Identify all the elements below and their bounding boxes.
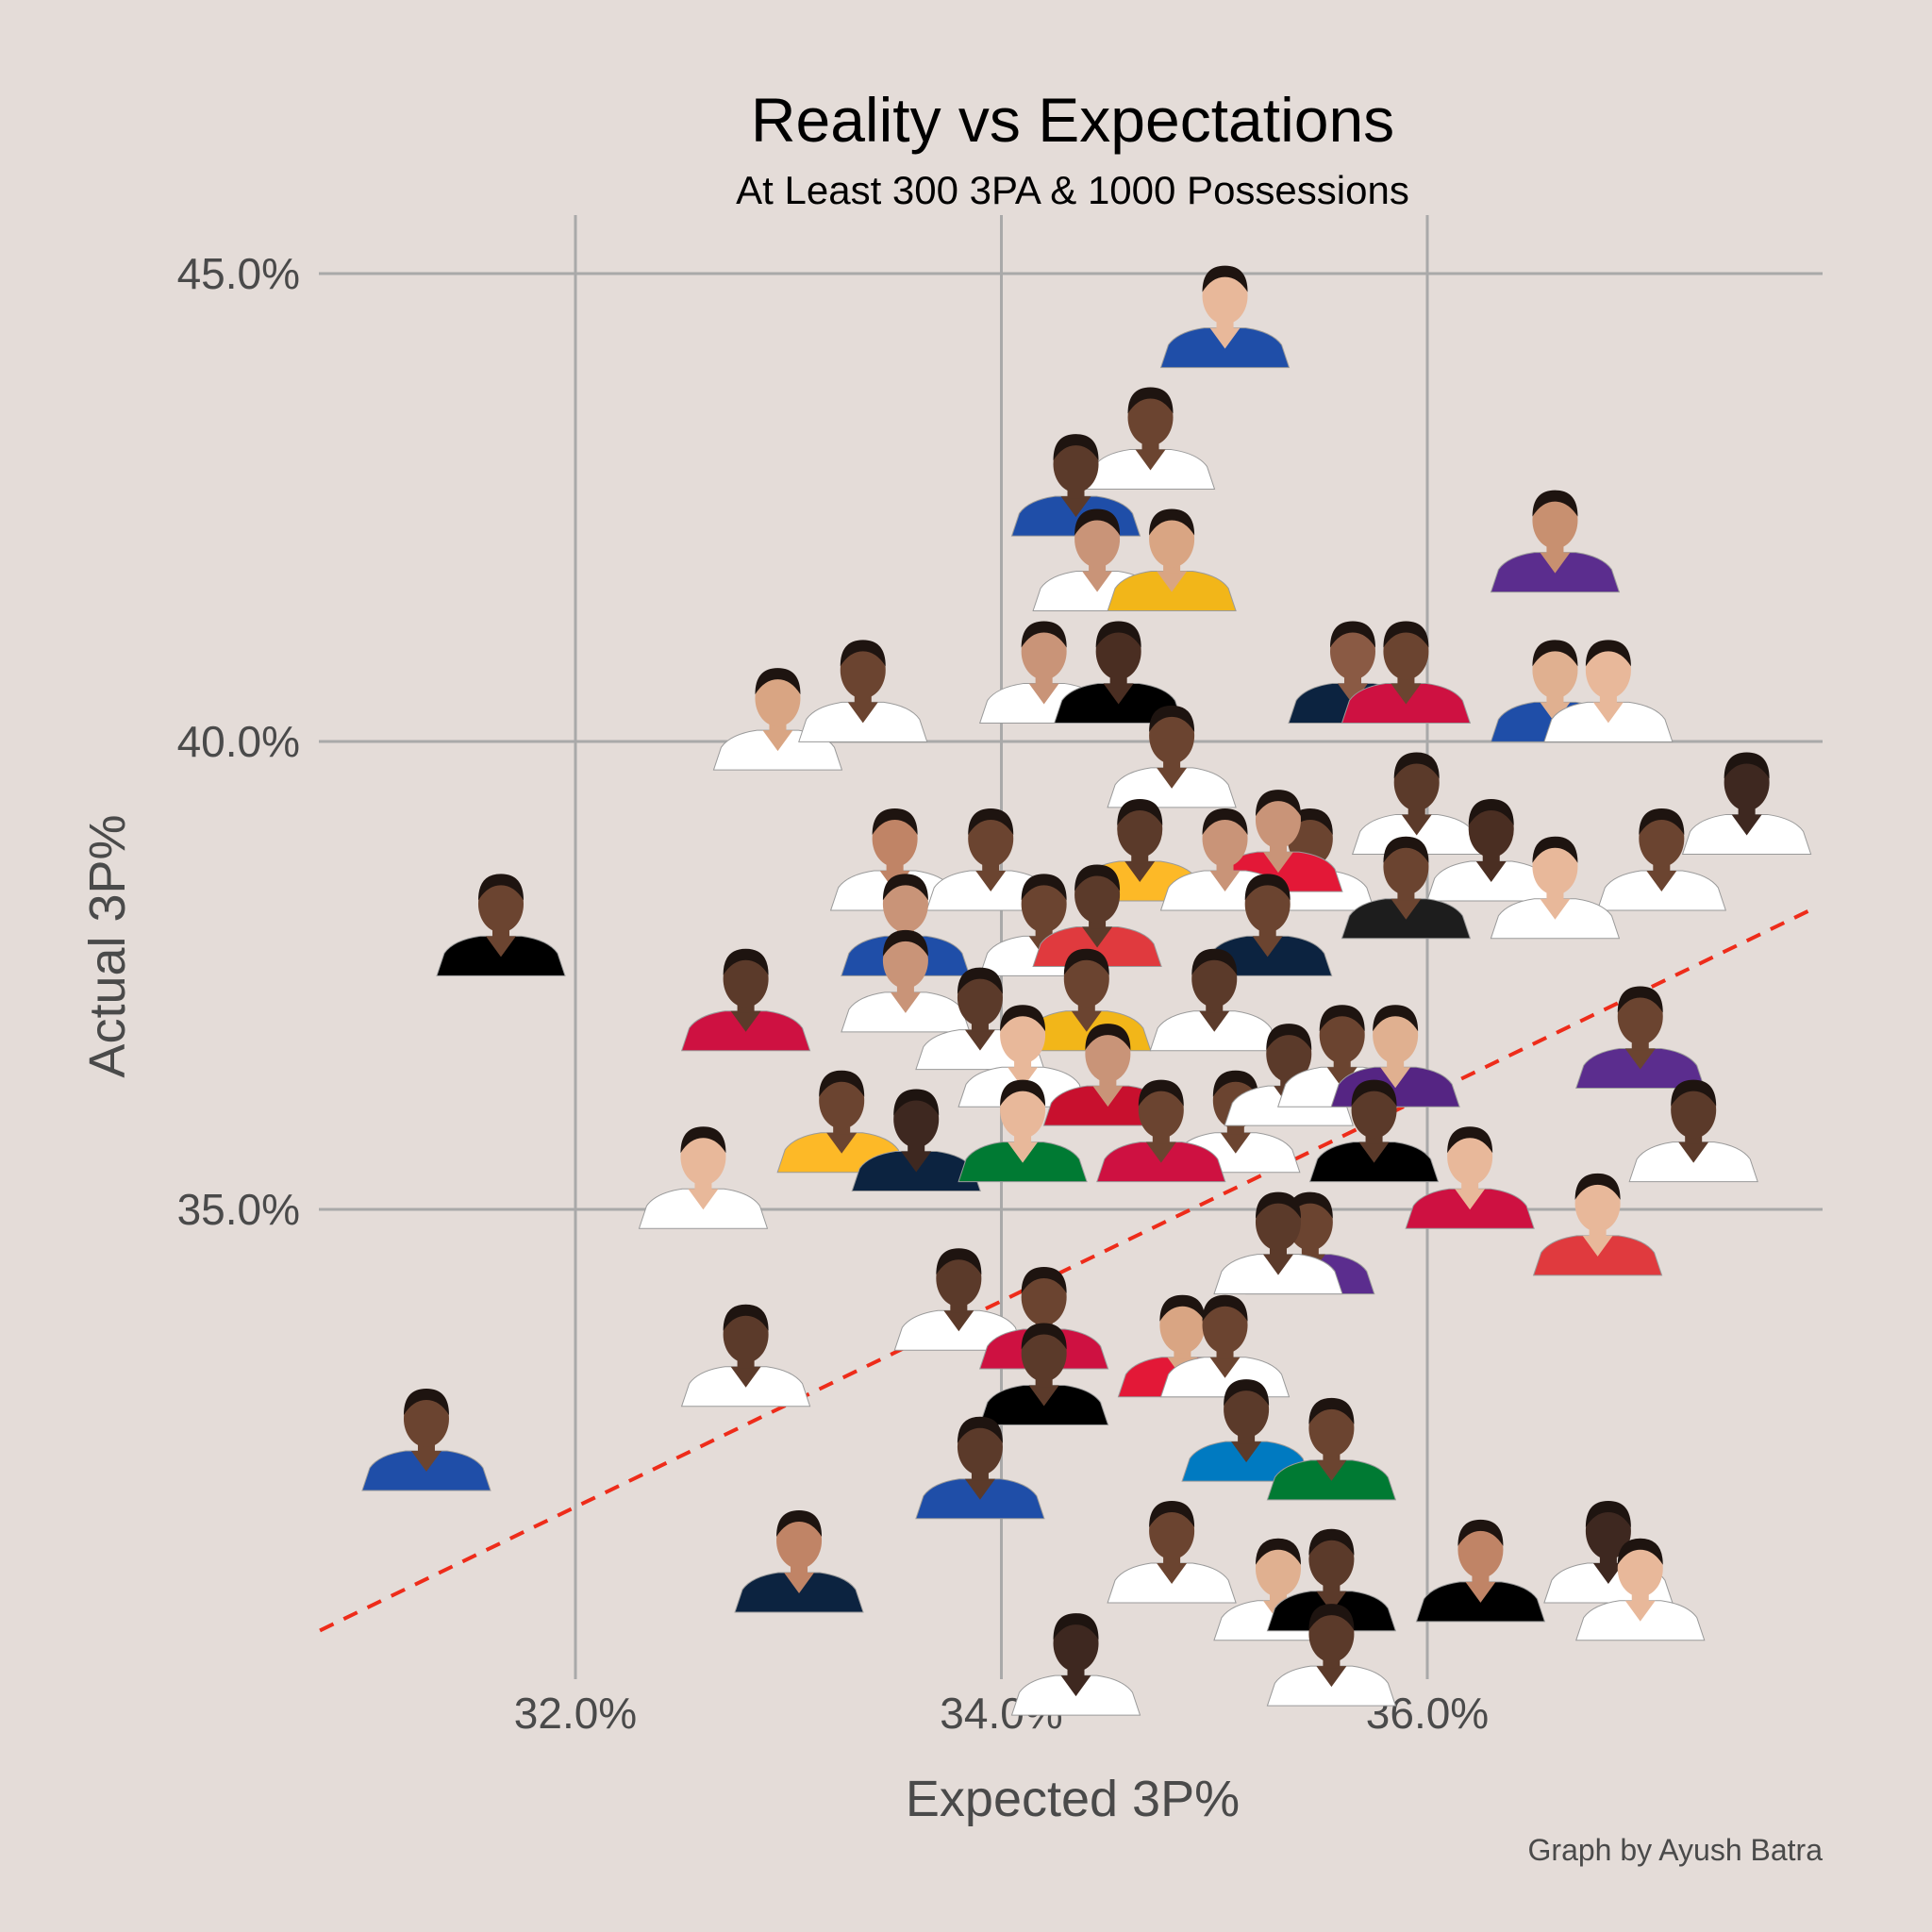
data-point	[1022, 948, 1152, 1052]
data-point	[1575, 986, 1706, 1089]
data-point	[1330, 1005, 1460, 1108]
data-point	[1010, 1613, 1141, 1716]
chart-title: Reality vs Expectations	[751, 85, 1394, 155]
data-point	[361, 1389, 491, 1491]
data-point	[1096, 1079, 1226, 1183]
data-point	[1628, 1079, 1758, 1183]
data-point	[1107, 508, 1237, 612]
data-point	[1543, 640, 1674, 742]
axis-ticks: 32.0% 34.0% 36.0%35.0%40.0%45.0%	[177, 249, 1490, 1738]
data-point	[1341, 836, 1472, 940]
data-point	[1032, 864, 1162, 967]
data-point	[1426, 799, 1557, 902]
data-point	[1107, 705, 1237, 808]
data-point	[1266, 1397, 1397, 1501]
data-point	[1490, 836, 1621, 940]
data-point	[1681, 752, 1812, 855]
data-point	[1107, 1501, 1237, 1604]
data-point	[1341, 621, 1472, 724]
data-point	[915, 1416, 1045, 1520]
y-tick-label: 40.0%	[177, 717, 300, 766]
data-point	[1352, 752, 1482, 855]
data-point	[1266, 1604, 1397, 1707]
data-point	[1085, 387, 1216, 491]
data-point	[734, 1509, 864, 1613]
y-tick-label: 35.0%	[177, 1185, 300, 1234]
chart-caption: Graph by Ayush Batra	[1528, 1833, 1824, 1867]
data-point	[893, 1248, 1024, 1351]
y-tick-label: 45.0%	[177, 249, 300, 298]
data-point	[680, 1304, 811, 1407]
data-point	[978, 1323, 1109, 1426]
grid-lines	[319, 215, 1823, 1679]
data-point	[1490, 490, 1621, 593]
data-point	[680, 948, 811, 1052]
data-point	[1213, 1191, 1343, 1295]
y-axis-title: Actual 3P%	[79, 814, 136, 1077]
data-point	[1575, 1538, 1706, 1641]
data-point	[798, 640, 928, 742]
x-axis-title: Expected 3P%	[906, 1771, 1240, 1827]
chart-subtitle: At Least 300 3PA & 1000 Possessions	[736, 168, 1409, 212]
data-point	[1053, 621, 1184, 724]
data-points	[361, 265, 1812, 1716]
reference-line	[319, 908, 1812, 1633]
data-point	[851, 1089, 981, 1192]
data-point	[958, 1079, 1088, 1183]
data-point	[1149, 948, 1279, 1052]
data-point	[1415, 1519, 1546, 1623]
data-point	[638, 1126, 769, 1229]
data-point	[436, 874, 566, 976]
data-point	[1405, 1126, 1535, 1229]
data-point	[1159, 265, 1291, 369]
data-point	[841, 929, 971, 1033]
data-point	[1596, 808, 1727, 911]
data-point	[1308, 1079, 1440, 1183]
x-tick-label: 32.0%	[514, 1689, 637, 1738]
data-point	[1532, 1173, 1663, 1276]
data-point	[1181, 1379, 1311, 1482]
